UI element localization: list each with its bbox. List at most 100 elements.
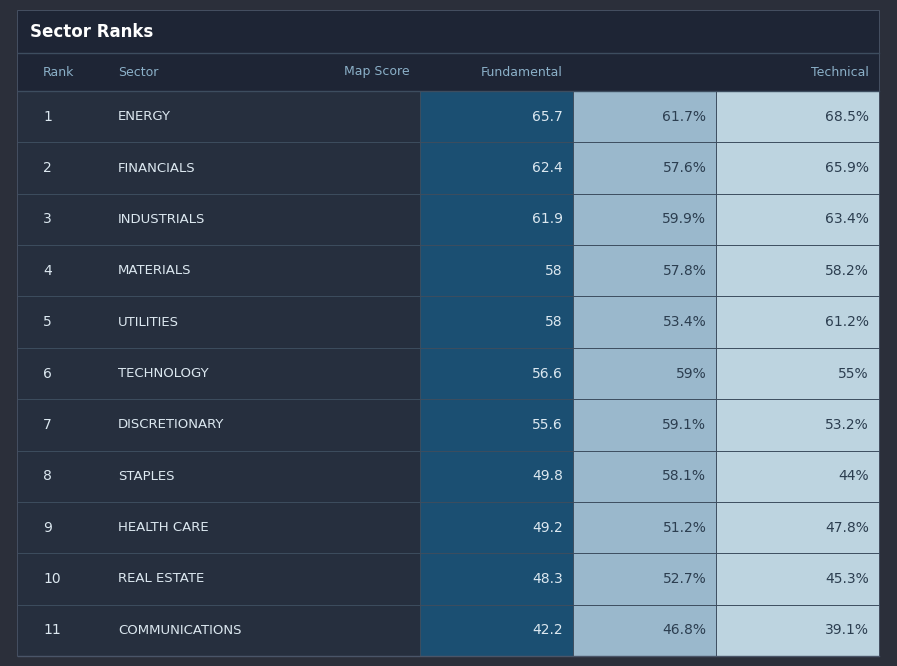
Text: 59.9%: 59.9% xyxy=(662,212,706,226)
Text: 58: 58 xyxy=(545,264,562,278)
Text: 46.8%: 46.8% xyxy=(662,623,706,637)
Bar xyxy=(18,348,420,399)
Bar xyxy=(717,553,879,605)
Bar xyxy=(420,399,573,450)
Bar xyxy=(573,91,717,143)
Text: 62.4: 62.4 xyxy=(532,161,562,175)
Text: 44%: 44% xyxy=(839,470,869,484)
Text: 53.4%: 53.4% xyxy=(663,315,706,329)
Text: 11: 11 xyxy=(43,623,61,637)
Text: 8: 8 xyxy=(43,470,52,484)
Text: 39.1%: 39.1% xyxy=(825,623,869,637)
Text: ENERGY: ENERGY xyxy=(118,110,171,123)
Text: 47.8%: 47.8% xyxy=(825,521,869,535)
Bar xyxy=(573,143,717,194)
Text: 10: 10 xyxy=(43,572,61,586)
Bar xyxy=(717,450,879,502)
Bar xyxy=(420,605,573,656)
Text: 7: 7 xyxy=(43,418,52,432)
Bar xyxy=(420,143,573,194)
Text: 68.5%: 68.5% xyxy=(825,110,869,124)
Text: Rank: Rank xyxy=(43,65,74,79)
Bar xyxy=(717,399,879,450)
Bar xyxy=(420,348,573,399)
Text: 59.1%: 59.1% xyxy=(662,418,706,432)
Text: Fundamental: Fundamental xyxy=(481,65,562,79)
Text: 42.2: 42.2 xyxy=(532,623,562,637)
Text: 6: 6 xyxy=(43,366,52,380)
Text: 55%: 55% xyxy=(839,366,869,380)
Bar xyxy=(717,245,879,296)
Bar xyxy=(18,502,420,553)
Bar xyxy=(573,450,717,502)
Bar xyxy=(573,194,717,245)
Text: Map Score: Map Score xyxy=(344,65,410,79)
Text: 5: 5 xyxy=(43,315,52,329)
Bar xyxy=(717,348,879,399)
Bar xyxy=(18,143,420,194)
Text: 52.7%: 52.7% xyxy=(663,572,706,586)
Bar xyxy=(18,91,420,143)
Text: 63.4%: 63.4% xyxy=(825,212,869,226)
Bar xyxy=(18,53,879,91)
Text: Technical: Technical xyxy=(811,65,869,79)
Text: FINANCIALS: FINANCIALS xyxy=(118,162,196,174)
Text: HEALTH CARE: HEALTH CARE xyxy=(118,521,209,534)
Text: 61.9: 61.9 xyxy=(532,212,562,226)
Text: 49.8: 49.8 xyxy=(532,470,562,484)
Text: 4: 4 xyxy=(43,264,52,278)
Text: DISCRETIONARY: DISCRETIONARY xyxy=(118,418,224,432)
Text: 61.2%: 61.2% xyxy=(825,315,869,329)
Text: 59%: 59% xyxy=(675,366,706,380)
Bar xyxy=(717,605,879,656)
Text: STAPLES: STAPLES xyxy=(118,470,175,483)
Text: 45.3%: 45.3% xyxy=(825,572,869,586)
Bar xyxy=(18,553,420,605)
Text: UTILITIES: UTILITIES xyxy=(118,316,179,328)
Text: 1: 1 xyxy=(43,110,52,124)
Bar xyxy=(573,348,717,399)
Bar xyxy=(420,296,573,348)
Text: 57.6%: 57.6% xyxy=(663,161,706,175)
Bar xyxy=(573,553,717,605)
Text: COMMUNICATIONS: COMMUNICATIONS xyxy=(118,624,241,637)
Bar xyxy=(717,296,879,348)
Bar xyxy=(573,296,717,348)
Text: TECHNOLOGY: TECHNOLOGY xyxy=(118,367,209,380)
Text: 56.6: 56.6 xyxy=(532,366,562,380)
Text: 51.2%: 51.2% xyxy=(663,521,706,535)
Text: 49.2: 49.2 xyxy=(532,521,562,535)
Text: 9: 9 xyxy=(43,521,52,535)
Bar xyxy=(18,450,420,502)
Bar xyxy=(420,502,573,553)
Text: 61.7%: 61.7% xyxy=(662,110,706,124)
Bar xyxy=(18,296,420,348)
Text: 3: 3 xyxy=(43,212,52,226)
Bar xyxy=(717,502,879,553)
Text: 58.2%: 58.2% xyxy=(825,264,869,278)
Bar xyxy=(420,450,573,502)
Text: 2: 2 xyxy=(43,161,52,175)
Bar xyxy=(717,143,879,194)
Bar xyxy=(18,245,420,296)
Text: 65.9%: 65.9% xyxy=(825,161,869,175)
Bar xyxy=(18,11,879,53)
Text: 58: 58 xyxy=(545,315,562,329)
Text: 53.2%: 53.2% xyxy=(825,418,869,432)
Bar xyxy=(420,194,573,245)
Bar xyxy=(573,245,717,296)
Text: 58.1%: 58.1% xyxy=(662,470,706,484)
Text: 48.3: 48.3 xyxy=(532,572,562,586)
Bar xyxy=(573,605,717,656)
Text: 57.8%: 57.8% xyxy=(663,264,706,278)
Text: INDUSTRIALS: INDUSTRIALS xyxy=(118,213,205,226)
Bar xyxy=(18,605,420,656)
Text: Sector Ranks: Sector Ranks xyxy=(30,23,153,41)
Bar xyxy=(573,502,717,553)
Bar xyxy=(420,245,573,296)
Text: MATERIALS: MATERIALS xyxy=(118,264,191,277)
Bar xyxy=(717,194,879,245)
Bar xyxy=(18,399,420,450)
Bar xyxy=(717,91,879,143)
Bar xyxy=(573,399,717,450)
